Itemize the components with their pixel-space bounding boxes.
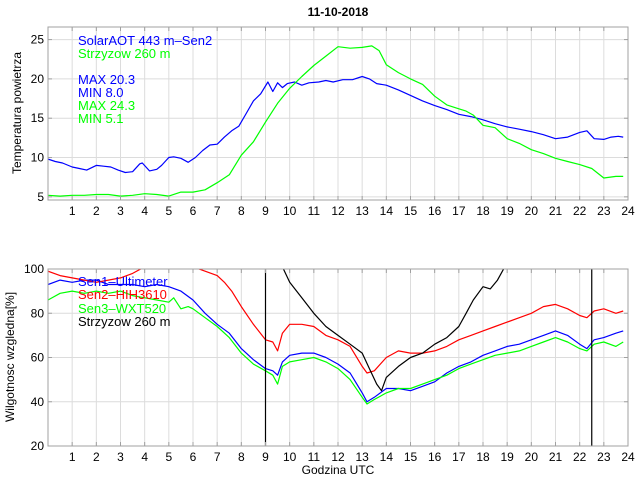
x-tick-label: 17 <box>452 450 466 464</box>
x-tick-label: 14 <box>380 450 394 464</box>
x-tick-label: 2 <box>93 450 100 464</box>
legend-entry-sen2: Sen2–HIH3610 <box>78 287 167 302</box>
temperature-ticks: 1 2 3 4 5 6 7 8 9 10 11 12 13 14 15 16 17 18 19 20 21 22 23 245… <box>31 27 635 218</box>
legend-entry-solaraot: SolarAOT 443 m–Sen2 <box>78 33 212 48</box>
x-tick-label: 12 <box>331 450 345 464</box>
x-tick-label: 2 <box>93 204 100 218</box>
x-tick-label: 4 <box>141 450 148 464</box>
x-tick-label: 10 <box>283 204 297 218</box>
x-tick-label: 23 <box>597 450 611 464</box>
x-tick-label: 7 <box>214 450 221 464</box>
annotation-strzyzow-max: MAX 24.3 <box>78 98 135 113</box>
annotation-solaraot-min: MIN 8.0 <box>78 85 124 100</box>
y-tick-label: 40 <box>31 395 45 409</box>
x-tick-label: 7 <box>214 204 221 218</box>
y-tick-label: 60 <box>31 351 45 365</box>
temperature-series <box>48 45 624 197</box>
x-tick-label: 8 <box>238 450 245 464</box>
x-tick-label: 11 <box>308 450 321 464</box>
annotation-solaraot-max: MAX 20.3 <box>78 72 135 87</box>
x-tick-label: 13 <box>355 450 369 464</box>
x-tick-label: 12 <box>331 204 345 218</box>
humidity-legend: Sen1–Ultimeter Sen2–HIH3610 Sen3–WXT520 … <box>78 274 170 329</box>
x-tick-label: 21 <box>549 204 563 218</box>
y-tick-label: 100 <box>24 262 44 276</box>
x-tick-label: 18 <box>476 204 490 218</box>
x-tick-label: 3 <box>117 204 124 218</box>
x-tick-label: 13 <box>355 204 369 218</box>
x-tick-label: 3 <box>117 450 124 464</box>
x-tick-label: 22 <box>573 204 587 218</box>
x-tick-label: 15 <box>404 204 418 218</box>
x-tick-label: 10 <box>283 450 297 464</box>
series-line-solaraot-443-m-sen2 <box>48 75 624 174</box>
humidity-ticks: 1 2 3 4 5 6 7 8 9 10 11 12 13 14 15 16 17 18 19 20 21 22 23 242… <box>24 262 635 464</box>
x-tick-label: 9 <box>262 204 269 218</box>
y-tick-label: 80 <box>31 306 45 320</box>
x-tick-label: 18 <box>476 450 490 464</box>
y-tick-label: 10 <box>31 151 45 165</box>
legend-entry-sen3: Sen3–WXT520 <box>78 301 166 316</box>
x-tick-label: 21 <box>549 450 563 464</box>
x-tick-label: 15 <box>404 450 418 464</box>
x-tick-label: 4 <box>141 204 148 218</box>
series-line-sen2-hih3610 <box>48 269 624 374</box>
humidity-x-axis-label: Godzina UTC <box>302 463 375 477</box>
x-tick-label: 20 <box>525 204 539 218</box>
y-tick-label: 15 <box>31 111 45 125</box>
x-tick-label: 11 <box>308 204 321 218</box>
x-tick-label: 5 <box>165 204 172 218</box>
x-tick-label: 20 <box>525 450 539 464</box>
humidity-series <box>48 269 624 405</box>
x-tick-label: 22 <box>573 450 587 464</box>
temperature-chart: 1 2 3 4 5 6 7 8 9 10 11 12 13 14 15 16 17 18 19 20 21 22 23 245… <box>10 5 635 218</box>
series-line-sen3-wxt520 <box>48 290 624 405</box>
humidity-vertical-markers <box>264 269 593 446</box>
series-line-strzyzow-260-m <box>48 45 624 197</box>
x-tick-label: 19 <box>500 204 514 218</box>
series-line-strzyzow-260-m <box>282 269 505 392</box>
x-tick-label: 6 <box>190 204 197 218</box>
x-tick-label: 14 <box>380 204 394 218</box>
temperature-legend: SolarAOT 443 m–Sen2 Strzyzow 260 m MAX 2… <box>78 33 212 126</box>
x-tick-label: 1 <box>69 450 76 464</box>
y-tick-label: 20 <box>31 72 45 86</box>
y-tick-label: 5 <box>37 190 44 204</box>
y-tick-label: 25 <box>31 33 45 47</box>
x-tick-label: 6 <box>190 450 197 464</box>
temperature-y-axis-label: Temperatura powietrza <box>10 52 24 174</box>
x-tick-label: 24 <box>621 204 635 218</box>
chart-title: 11-10-2018 <box>308 5 369 19</box>
legend-entry-strzyzow: Strzyzow 260 m <box>78 46 170 61</box>
x-tick-label: 23 <box>597 204 611 218</box>
x-tick-label: 17 <box>452 204 466 218</box>
x-tick-label: 8 <box>238 204 245 218</box>
humidity-y-axis-label: Wilgotnosc wzgledna[%] <box>3 292 17 422</box>
annotation-strzyzow-min: MIN 5.1 <box>78 111 124 126</box>
x-tick-label: 19 <box>500 450 514 464</box>
y-tick-label: 20 <box>31 439 45 453</box>
x-tick-label: 16 <box>428 204 442 218</box>
humidity-chart: 1 2 3 4 5 6 7 8 9 10 11 12 13 14 15 16 17 18 19 20 21 22 23 242… <box>3 262 635 477</box>
legend-entry-sen1: Sen1–Ultimeter <box>78 274 168 289</box>
series-line-sen1-ultimeter <box>48 279 624 403</box>
x-tick-label: 9 <box>262 450 269 464</box>
x-tick-label: 24 <box>621 450 635 464</box>
x-tick-label: 16 <box>428 450 442 464</box>
legend-entry-strzyzow: Strzyzow 260 m <box>78 314 170 329</box>
x-tick-label: 5 <box>165 450 172 464</box>
x-tick-label: 1 <box>69 204 76 218</box>
